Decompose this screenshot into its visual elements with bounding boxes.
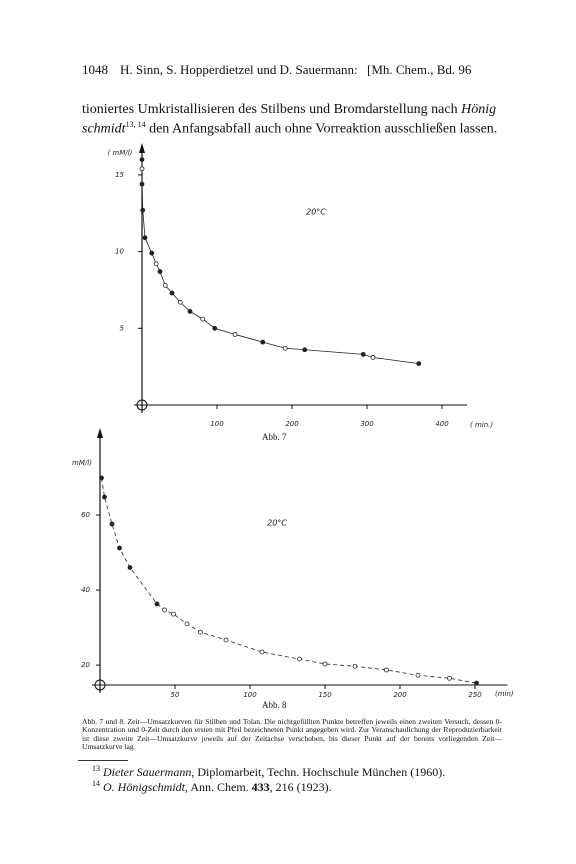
data-point	[171, 611, 176, 617]
data-point	[232, 332, 238, 337]
y-tick-label: 10	[115, 248, 124, 256]
text: , Ann. Chem.	[185, 780, 252, 794]
data-point	[200, 316, 206, 322]
curve	[141, 159, 419, 364]
data-point	[187, 309, 193, 314]
data-point	[117, 545, 122, 551]
y-axis-label: ( mM/l)	[108, 149, 133, 157]
data-point	[415, 672, 421, 678]
data-point	[302, 347, 308, 353]
curve	[101, 477, 477, 684]
data-point	[153, 261, 159, 267]
author-name: Dieter Sauermann	[103, 765, 192, 779]
data-point	[162, 607, 167, 613]
data-point	[139, 181, 145, 187]
data-point	[384, 667, 389, 673]
annotation: 20°C	[267, 519, 287, 528]
data-point	[139, 157, 145, 163]
rule	[78, 760, 128, 761]
data-point	[370, 355, 376, 360]
caption-title: Abb. 7	[262, 432, 287, 442]
data-point	[297, 656, 302, 662]
x-axis-label: ( min.)	[470, 421, 493, 429]
x-tick-label: 250	[468, 691, 482, 699]
data-point	[352, 663, 358, 669]
data-point	[149, 250, 155, 256]
annotation: 20°C	[306, 208, 326, 217]
text: tioniertes Umkristallisieren des Stilben…	[82, 102, 462, 117]
text: den Anfangsabfall auch ohne Vorreaktion …	[145, 121, 498, 137]
data-point	[99, 475, 104, 481]
data-point	[360, 351, 366, 357]
y-tick-label: 40	[81, 586, 90, 594]
body-line: schmidt13, 14 den Anfangsabfall auch ohn…	[82, 120, 497, 138]
caption-title: Abb. 8	[262, 700, 287, 710]
journal: [Mh. Chem., Bd. 96	[367, 62, 472, 77]
x-tick-label: 400	[435, 420, 449, 428]
axis-arrow	[139, 143, 145, 153]
data-point	[184, 621, 190, 627]
data-point	[447, 675, 452, 681]
data-point	[109, 521, 115, 527]
author-name: schmidt	[82, 121, 126, 137]
ref: 13, 14	[125, 120, 146, 129]
footnote: 14 O. Hönigschmidt, Ann. Chem. 433, 216 …	[92, 779, 332, 795]
data-point	[157, 269, 163, 274]
data-point	[140, 207, 146, 213]
body-line: tioniertes Umkristallisieren des Stilben…	[82, 102, 496, 118]
footnote: 13 Dieter Sauermann, Diplomarbeit, Techn…	[92, 764, 445, 780]
authors: H. Sinn, S. Hopperdietzel und D. Sauerma…	[120, 62, 358, 77]
axis-arrow	[97, 428, 103, 438]
origin-marker	[94, 679, 106, 691]
data-point	[474, 680, 479, 686]
ref: 13	[92, 764, 100, 773]
x-tick-label: 300	[360, 420, 374, 428]
data-point	[169, 290, 175, 296]
y-tick-label: 5	[120, 324, 125, 332]
data-point	[260, 339, 266, 345]
text: , Diplomarbeit, Techn. Hochschule Münche…	[191, 765, 446, 779]
x-axis-label: (min)	[495, 690, 514, 698]
y-axis-label: mM/l)	[72, 459, 92, 467]
data-point	[139, 166, 145, 172]
volume: 433	[251, 780, 270, 794]
author-name: Hönig	[461, 102, 497, 117]
data-point	[154, 601, 160, 607]
data-point	[416, 361, 422, 366]
x-tick-label: 100	[210, 420, 224, 428]
y-tick-label: 60	[81, 511, 90, 519]
data-point	[142, 235, 148, 241]
y-tick-label: 15	[115, 171, 124, 179]
data-point	[322, 661, 328, 667]
data-point	[212, 325, 218, 331]
data-point	[162, 282, 168, 288]
data-point	[223, 637, 229, 643]
x-tick-label: 150	[318, 691, 332, 699]
data-point	[259, 649, 265, 655]
data-point	[177, 299, 183, 305]
x-tick-label: 200	[285, 420, 299, 428]
page-number: 1048	[82, 62, 108, 77]
data-point	[127, 565, 133, 570]
author-name: O. Hönigschmidt	[103, 780, 185, 794]
x-tick-label: 100	[243, 691, 257, 699]
data-point	[282, 345, 288, 351]
x-tick-label: 200	[393, 691, 407, 699]
x-tick-label: 50	[171, 691, 180, 699]
data-point	[102, 494, 107, 500]
caption: Abb. 7 und 8. Zeit—Umsatzkurven für Stil…	[82, 717, 502, 751]
ref: 14	[92, 779, 100, 788]
data-point	[198, 629, 203, 635]
origin-marker	[136, 399, 148, 411]
text: , 216 (1923).	[269, 780, 332, 794]
y-tick-label: 20	[81, 661, 90, 669]
